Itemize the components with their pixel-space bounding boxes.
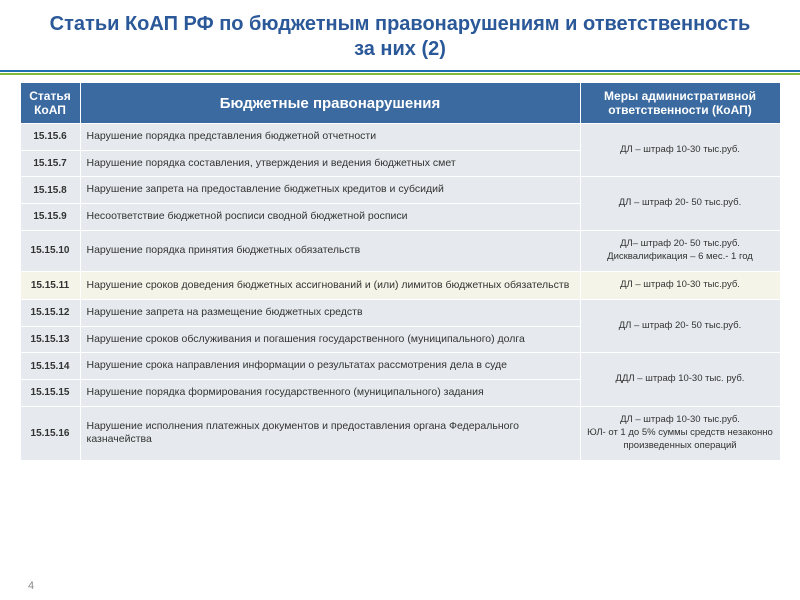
col-penalty: Меры административной ответственности (К… xyxy=(580,83,780,124)
cell-penalty: ДЛ – штраф 10-30 тыс.руб.ЮЛ- от 1 до 5% … xyxy=(580,406,780,460)
title-region: Статьи КоАП РФ по бюджетным правонарушен… xyxy=(0,0,800,70)
table-row: 15.15.16Нарушение исполнения платежных д… xyxy=(20,406,780,460)
col-article: Статья КоАП xyxy=(20,83,80,124)
cell-description: Нарушение порядка составления, утвержден… xyxy=(80,150,580,177)
cell-description: Нарушение запрета на размещение бюджетны… xyxy=(80,300,580,327)
cell-article: 15.15.15 xyxy=(20,379,80,406)
divider xyxy=(0,70,800,76)
cell-article: 15.15.16 xyxy=(20,406,80,460)
cell-article: 15.15.6 xyxy=(20,124,80,151)
table-row: 15.15.12Нарушение запрета на размещение … xyxy=(20,300,780,327)
cell-penalty: ДЛ – штраф 10-30 тыс.руб. xyxy=(580,272,780,300)
cell-article: 15.15.8 xyxy=(20,177,80,204)
page-title: Статьи КоАП РФ по бюджетным правонарушен… xyxy=(40,12,760,62)
violations-table: Статья КоАП Бюджетные правонарушения Мер… xyxy=(20,82,781,461)
cell-article: 15.15.14 xyxy=(20,353,80,380)
table-row: 15.15.14Нарушение срока направления инфо… xyxy=(20,353,780,380)
cell-description: Нарушение порядка принятия бюджетных обя… xyxy=(80,230,580,272)
penalty-line: ДЛ – штраф 20- 50 тыс.руб. xyxy=(587,197,774,210)
cell-penalty: ДЛ– штраф 20- 50 тыс.руб.Дисквалификация… xyxy=(580,230,780,272)
penalty-line: ДЛ – штраф 10-30 тыс.руб. xyxy=(587,144,774,157)
cell-penalty: ДЛ – штраф 20- 50 тыс.руб. xyxy=(580,177,780,230)
penalty-line: ДЛ – штраф 10-30 тыс.руб. xyxy=(587,279,774,292)
table-row: 15.15.11Нарушение сроков доведения бюдже… xyxy=(20,272,780,300)
col-violations: Бюджетные правонарушения xyxy=(80,83,580,124)
table-row: 15.15.10Нарушение порядка принятия бюдже… xyxy=(20,230,780,272)
cell-article: 15.15.12 xyxy=(20,300,80,327)
cell-penalty: ДЛ – штраф 20- 50 тыс.руб. xyxy=(580,300,780,353)
cell-description: Нарушение сроков доведения бюджетных асс… xyxy=(80,272,580,300)
cell-description: Нарушение исполнения платежных документо… xyxy=(80,406,580,460)
cell-description: Несоответствие бюджетной росписи сводной… xyxy=(80,203,580,230)
table-row: 15.15.8Нарушение запрета на предоставлен… xyxy=(20,177,780,204)
cell-article: 15.15.11 xyxy=(20,272,80,300)
cell-article: 15.15.7 xyxy=(20,150,80,177)
cell-article: 15.15.10 xyxy=(20,230,80,272)
cell-description: Нарушение порядка формирования государст… xyxy=(80,379,580,406)
cell-description: Нарушение сроков обслуживания и погашени… xyxy=(80,326,580,353)
penalty-line: ДЛ – штраф 10-30 тыс.руб. xyxy=(587,414,774,427)
penalty-line: ДЛ – штраф 20- 50 тыс.руб. xyxy=(587,320,774,333)
table-row: 15.15.6Нарушение порядка представления б… xyxy=(20,124,780,151)
cell-article: 15.15.9 xyxy=(20,203,80,230)
cell-penalty: ДДЛ – штраф 10-30 тыс. руб. xyxy=(580,353,780,406)
cell-description: Нарушение порядка представления бюджетно… xyxy=(80,124,580,151)
penalty-line: Дисквалификация – 6 мес.- 1 год xyxy=(587,251,774,264)
table-header-row: Статья КоАП Бюджетные правонарушения Мер… xyxy=(20,83,780,124)
penalty-line: ДДЛ – штраф 10-30 тыс. руб. xyxy=(587,373,774,386)
penalty-line: ДЛ– штраф 20- 50 тыс.руб. xyxy=(587,238,774,251)
cell-description: Нарушение срока направления информации о… xyxy=(80,353,580,380)
cell-penalty: ДЛ – штраф 10-30 тыс.руб. xyxy=(580,124,780,177)
cell-description: Нарушение запрета на предоставление бюдж… xyxy=(80,177,580,204)
penalty-line: ЮЛ- от 1 до 5% суммы средств незаконно п… xyxy=(587,427,774,453)
page-number: 4 xyxy=(28,580,34,592)
cell-article: 15.15.13 xyxy=(20,326,80,353)
